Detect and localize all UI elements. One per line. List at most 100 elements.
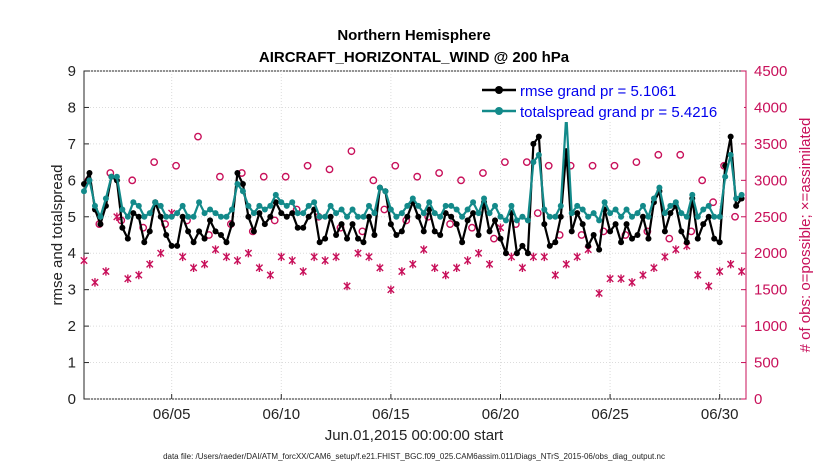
totalspread-point: [239, 188, 246, 195]
obs-assimilated-point: [606, 274, 614, 283]
obs-assimilated-point: [573, 252, 581, 262]
obs-assimilated-point: [474, 249, 483, 258]
totalspread-point: [497, 213, 504, 220]
totalspread-point: [91, 202, 98, 209]
totalspread-point: [360, 213, 367, 220]
rmse-point: [661, 228, 668, 235]
totalspread-point: [667, 202, 674, 209]
totalspread-point: [272, 191, 279, 198]
obs-possible-point: [599, 227, 608, 236]
rmse-point: [404, 213, 411, 220]
rmse-point: [607, 228, 614, 235]
legend-box: [478, 74, 744, 122]
obs-assimilated-point: [80, 256, 88, 265]
obs-assimilated-point: [716, 267, 724, 276]
totalspread-point: [371, 210, 378, 217]
obs-assimilated-point: [211, 245, 220, 254]
obs-possible-point: [270, 216, 279, 225]
totalspread-point: [300, 210, 307, 217]
totalspread-point: [541, 206, 548, 213]
totalspread-point: [81, 188, 87, 195]
obs-count-markers: [80, 132, 746, 298]
obs-assimilated-point: [595, 289, 603, 298]
rmse-point: [130, 210, 137, 217]
rmse-point: [464, 217, 471, 224]
obs-assimilated-point: [518, 263, 527, 272]
obs-assimilated-point: [255, 263, 264, 272]
obs-assimilated-point: [200, 259, 209, 269]
rmse-point: [250, 228, 257, 235]
totalspread-point: [612, 206, 619, 213]
obs-assimilated-point: [102, 267, 110, 276]
obs-assimilated-point: [485, 259, 494, 269]
x-axis-label: Jun.01,2015 00:00:00 start: [325, 427, 504, 444]
rmse-point: [261, 221, 268, 228]
rmse-point: [716, 239, 723, 246]
obs-assimilated-point: [672, 245, 680, 254]
x-axis: 06/05 06/10 06/15 06/20 06/25 06/30: [153, 394, 739, 423]
rmse-point: [355, 235, 362, 242]
x-tick-label: 06/30: [701, 406, 739, 423]
totalspread-point: [338, 206, 345, 213]
rmse-point: [448, 213, 455, 220]
rmse-point: [163, 232, 170, 238]
rmse-point: [371, 232, 378, 238]
totalspread-point: [459, 213, 466, 220]
obs-assimilated-point: [409, 259, 417, 269]
rmse-point: [683, 239, 690, 246]
totalspread-point: [344, 213, 351, 220]
totalspread-point: [135, 202, 142, 209]
rmse-point: [124, 235, 131, 242]
rmse-point: [360, 239, 367, 246]
totalspread-point: [409, 195, 416, 202]
rmse-point: [524, 250, 531, 257]
totalspread-point: [650, 195, 657, 202]
obs-assimilated-point: [288, 256, 296, 265]
rmse-point: [300, 224, 307, 231]
rmse-point: [141, 239, 148, 246]
totalspread-point: [426, 199, 433, 206]
rmse-point: [645, 235, 652, 242]
rmse-point: [349, 221, 356, 228]
rmse-point: [168, 242, 175, 249]
totalspread-point: [530, 159, 537, 166]
totalspread-point: [475, 210, 482, 217]
totalspread-point: [470, 199, 477, 206]
totalspread-point: [146, 210, 153, 217]
y-tick-label: 7: [68, 136, 76, 153]
rmse-point: [196, 228, 203, 235]
obs-assimilated-point: [387, 285, 395, 294]
rmse-point: [497, 235, 504, 242]
totalspread-point: [218, 213, 225, 220]
totalspread-point: [130, 199, 137, 206]
rmse-point: [322, 235, 329, 242]
legend: rmse grand pr = 5.1061 totalspread grand…: [478, 74, 744, 122]
totalspread-point: [333, 210, 340, 217]
rmse-point: [415, 213, 422, 220]
obs-possible-point: [457, 176, 465, 185]
rmse-point: [634, 232, 641, 238]
totalspread-point: [656, 184, 663, 191]
rmse-point: [239, 180, 246, 187]
obs-possible-point: [128, 176, 137, 185]
obs-assimilated-point: [332, 252, 340, 262]
obs-assimilated-point: [343, 281, 351, 291]
totalspread-point: [442, 202, 449, 209]
obs-assimilated-point: [222, 252, 231, 262]
obs-possible-point: [139, 223, 148, 232]
rmse-point: [283, 213, 290, 220]
totalspread-point: [607, 210, 614, 217]
totalspread-point: [508, 202, 515, 209]
rmse-point: [119, 224, 126, 231]
totalspread-point: [256, 202, 263, 209]
rmse-point: [453, 221, 460, 228]
obs-assimilated-point: [694, 270, 702, 280]
rmse-point: [486, 228, 493, 235]
totalspread-point: [201, 210, 208, 217]
obs-possible-point: [303, 161, 312, 170]
rmse-point: [705, 213, 712, 220]
totalspread-point: [694, 213, 701, 220]
totalspread-point: [513, 217, 520, 224]
rmse-point: [568, 228, 575, 235]
